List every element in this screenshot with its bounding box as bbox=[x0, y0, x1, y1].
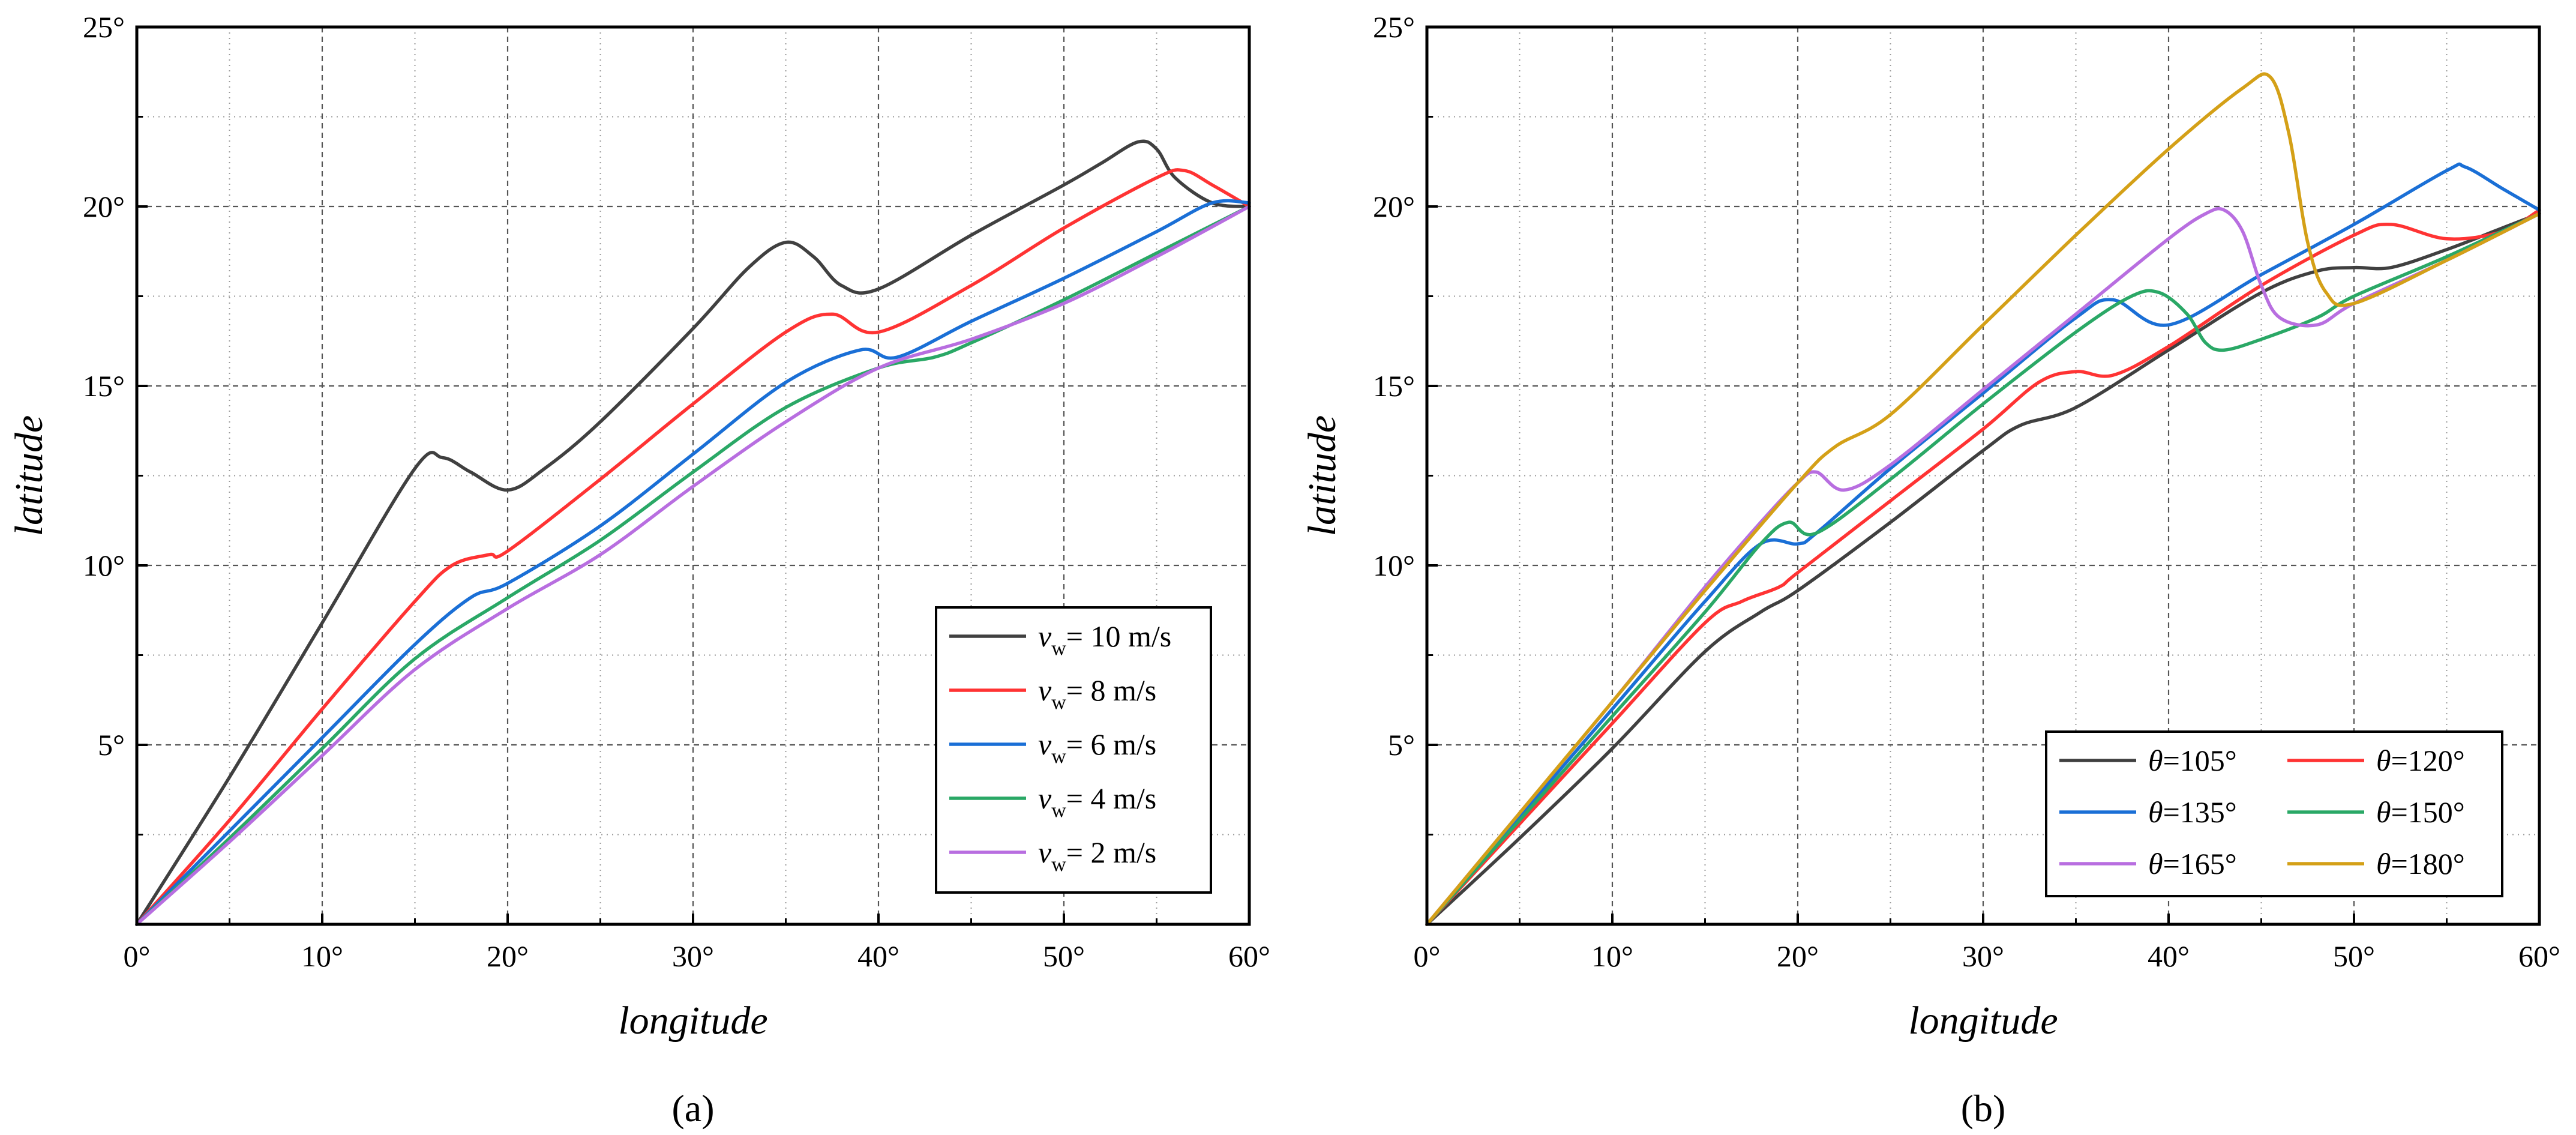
legend-item-2: θ=120° bbox=[2287, 744, 2465, 777]
series-line-1 bbox=[1425, 212, 2541, 926]
series-line-2 bbox=[135, 168, 1251, 926]
x-tick-label: 0° bbox=[1414, 939, 1441, 973]
legend-item-4: vw= 4 m/s bbox=[949, 781, 1156, 822]
x-tick-label: 40° bbox=[2148, 939, 2190, 973]
x-tick-label: 10° bbox=[301, 939, 343, 973]
x-tick-label: 30° bbox=[1962, 939, 2004, 973]
legend-item-6: θ=180° bbox=[2287, 847, 2465, 881]
y-tick-label: 25° bbox=[1373, 10, 1415, 44]
legend-label: vw= 8 m/s bbox=[1038, 673, 1156, 714]
legend: θ=105° θ=120° θ=135° θ=150° θ=165° θ=180° bbox=[2045, 730, 2503, 897]
legend-label: θ=105° bbox=[2148, 744, 2237, 777]
y-tick-label: 20° bbox=[83, 190, 125, 223]
series-line-4 bbox=[135, 205, 1251, 926]
series-line-3 bbox=[1425, 162, 2541, 926]
x-tick-label: 60° bbox=[2518, 939, 2560, 973]
y-tick-label: 25° bbox=[83, 10, 125, 44]
chart-panel-b: 0° 10° 20° 30° 40° 50° 60° 5° 10° 15° 20° 25° longit… bbox=[1300, 10, 2560, 1130]
legend-label: vw= 2 m/s bbox=[1038, 835, 1156, 876]
x-tick-label: 20° bbox=[487, 939, 529, 973]
legend-label: vw= 6 m/s bbox=[1038, 727, 1156, 768]
x-tick-label: 50° bbox=[1043, 939, 1085, 973]
series-line-5 bbox=[135, 205, 1251, 926]
x-axis-title: longitude bbox=[618, 999, 767, 1043]
y-tick-label: 10° bbox=[83, 549, 125, 582]
series-line-1 bbox=[135, 139, 1251, 926]
x-tick-label: 50° bbox=[2333, 939, 2375, 973]
y-tick-label: 20° bbox=[1373, 190, 1415, 223]
legend-label: θ=150° bbox=[2376, 795, 2465, 829]
x-tick-label: 0° bbox=[124, 939, 151, 973]
legend-label: vw= 10 m/s bbox=[1038, 619, 1171, 660]
x-axis-title: longitude bbox=[1908, 999, 2058, 1043]
legend-item-1: vw= 10 m/s bbox=[949, 619, 1171, 660]
legend-item-5: θ=165° bbox=[2059, 847, 2237, 881]
legend-label: θ=165° bbox=[2148, 847, 2237, 881]
series-line-4 bbox=[1425, 212, 2541, 926]
y-tick-label: 5° bbox=[1388, 728, 1415, 762]
y-tick-label: 10° bbox=[1373, 549, 1415, 582]
legend-item-1: θ=105° bbox=[2059, 744, 2237, 777]
y-tick-label: 5° bbox=[98, 728, 125, 762]
x-tick-label: 60° bbox=[1228, 939, 1270, 973]
x-tick-label: 10° bbox=[1591, 939, 1633, 973]
legend-label: vw= 4 m/s bbox=[1038, 781, 1156, 822]
legend-item-3: vw= 6 m/s bbox=[949, 727, 1156, 768]
chart-panel-a: 0° 10° 20° 30° 40° 50° 60° 5° 10° 15° 20° 25° longit… bbox=[7, 10, 1270, 1130]
panel-label: (a) bbox=[671, 1087, 714, 1130]
y-axis-title: latitude bbox=[7, 415, 51, 537]
panel-label: (b) bbox=[1961, 1087, 2006, 1130]
legend-item-3: θ=135° bbox=[2059, 795, 2237, 829]
x-tick-label: 40° bbox=[857, 939, 899, 973]
x-tick-label: 20° bbox=[1777, 939, 1819, 973]
y-axis-title: latitude bbox=[1300, 415, 1344, 537]
legend-item-4: θ=150° bbox=[2287, 795, 2465, 829]
legend: vw= 10 m/s vw= 8 m/s vw= 6 m/s vw= 4 m/s vw=… bbox=[935, 606, 1212, 894]
legend-item-2: vw= 8 m/s bbox=[949, 673, 1156, 714]
x-tick-label: 30° bbox=[672, 939, 714, 973]
legend-item-5: vw= 2 m/s bbox=[949, 835, 1156, 876]
legend-label: θ=180° bbox=[2376, 847, 2465, 881]
series-line-3 bbox=[135, 199, 1251, 926]
legend-box bbox=[935, 606, 1212, 894]
legend-label: θ=135° bbox=[2148, 795, 2237, 829]
legend-label: θ=120° bbox=[2376, 744, 2465, 777]
y-tick-label: 15° bbox=[1373, 369, 1415, 403]
series-line-6 bbox=[1425, 72, 2541, 926]
y-tick-label: 15° bbox=[83, 369, 125, 403]
series-line-2 bbox=[1425, 208, 2541, 926]
